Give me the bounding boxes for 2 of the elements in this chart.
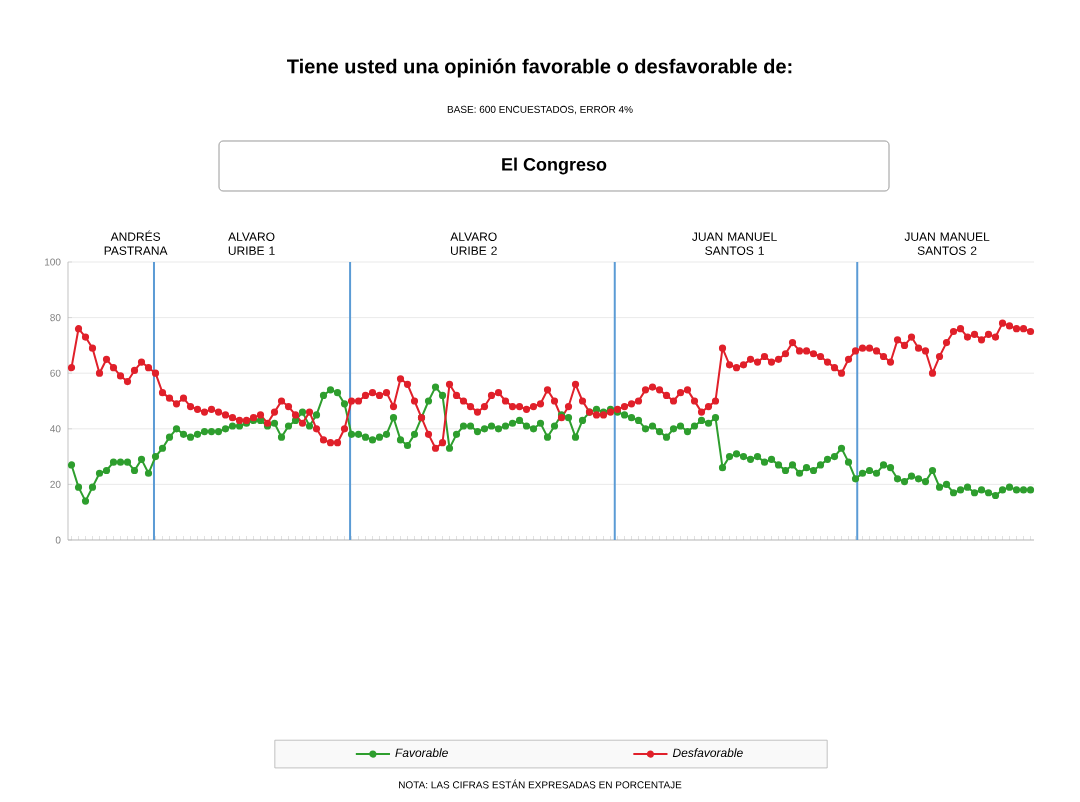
chart-title: Tiene usted una opinión favorable o desfavorable de:	[287, 58, 792, 78]
text: El Congreso	[502, 157, 607, 175]
